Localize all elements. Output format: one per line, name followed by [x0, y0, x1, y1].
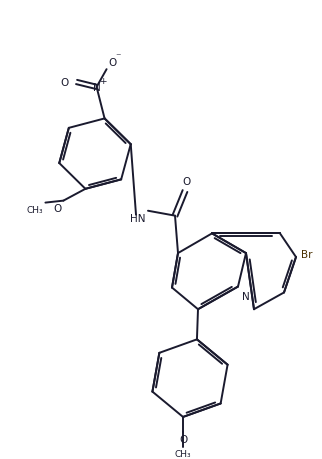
Text: HN: HN	[130, 213, 146, 223]
Text: +: +	[99, 77, 106, 86]
Text: CH₃: CH₃	[175, 449, 191, 459]
Text: O: O	[109, 58, 117, 68]
Text: Br: Br	[301, 250, 312, 259]
Text: O: O	[179, 434, 187, 444]
Text: N: N	[93, 83, 100, 93]
Text: ⁻: ⁻	[116, 52, 121, 62]
Text: CH₃: CH₃	[27, 205, 43, 214]
Text: O: O	[183, 177, 191, 187]
Text: N: N	[242, 291, 250, 301]
Text: O: O	[53, 203, 62, 213]
Text: O: O	[60, 78, 69, 88]
